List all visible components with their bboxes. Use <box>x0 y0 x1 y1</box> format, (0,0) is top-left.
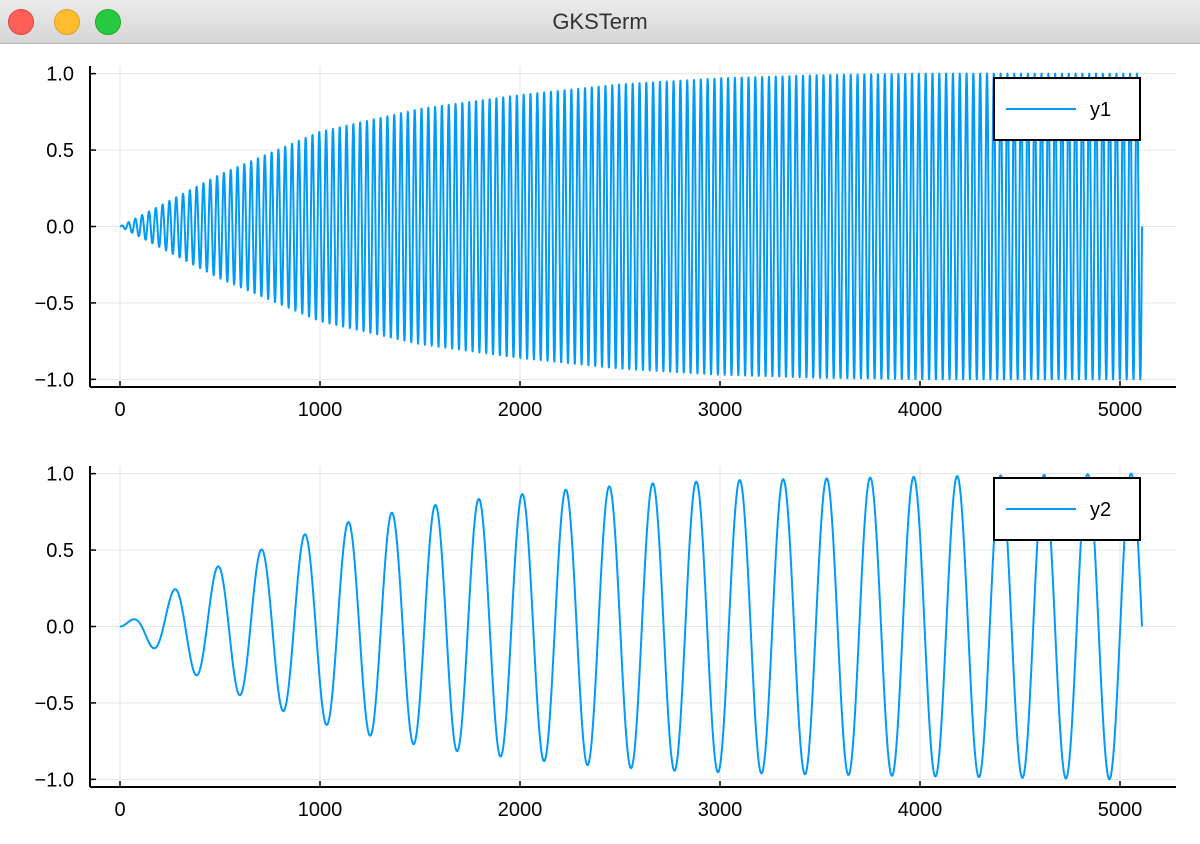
x-tick-label: 0 <box>114 399 125 421</box>
x-tick-label: 4000 <box>898 799 943 821</box>
legend-label: y2 <box>1090 499 1111 521</box>
x-tick-label: 3000 <box>698 399 743 421</box>
legend: y2 <box>993 477 1141 541</box>
zoom-window-button[interactable] <box>95 9 121 35</box>
y-tick-label: 0.0 <box>46 617 74 639</box>
x-tick-label: 0 <box>114 799 125 821</box>
y-tick-label: −1.0 <box>35 369 74 391</box>
plots-canvas: 0 1000 2000 3000 4000 5000 −1.0 −0.5 0.0 0.5 1.0 y1… <box>35 64 1176 821</box>
x-tick-label: 5000 <box>1098 799 1143 821</box>
window-title: GKSTerm <box>552 9 648 34</box>
legend-label: y1 <box>1090 99 1111 121</box>
x-tick-label: 2000 <box>498 799 543 821</box>
minimize-window-button[interactable] <box>54 9 80 35</box>
x-tick-label: 3000 <box>698 799 743 821</box>
y-tick-label: 1.0 <box>46 64 74 86</box>
plot-area: 0 1000 2000 3000 4000 5000 −1.0 −0.5 0.0 0.5 1.0 y1… <box>0 44 1200 844</box>
x-tick-label: 1000 <box>298 399 343 421</box>
y-tick-label: 1.0 <box>46 464 74 486</box>
legend: y1 <box>993 77 1141 141</box>
y-tick-label: −0.5 <box>35 293 74 315</box>
chart-panel-2: 0 1000 2000 3000 4000 5000 −1.0 −0.5 0.0 0.5 1.0 y2 <box>35 464 1176 821</box>
series-line-y2 <box>119 472 1143 781</box>
x-tick-label: 1000 <box>298 799 343 821</box>
close-window-button[interactable] <box>8 9 34 35</box>
x-tick-label: 5000 <box>1098 399 1143 421</box>
y-tick-label: 0.0 <box>46 217 74 239</box>
y-tick-label: −0.5 <box>35 693 74 715</box>
title-bar[interactable]: GKSTerm <box>0 0 1200 44</box>
x-tick-label: 2000 <box>498 399 543 421</box>
y-tick-label: 0.5 <box>46 140 74 162</box>
y-tick-label: −1.0 <box>35 769 74 791</box>
x-tick-label: 4000 <box>898 399 943 421</box>
y-tick-label: 0.5 <box>46 540 74 562</box>
series-line-y1 <box>119 72 1143 381</box>
chart-panel-1: 0 1000 2000 3000 4000 5000 −1.0 −0.5 0.0 0.5 1.0 y1 <box>35 64 1176 421</box>
